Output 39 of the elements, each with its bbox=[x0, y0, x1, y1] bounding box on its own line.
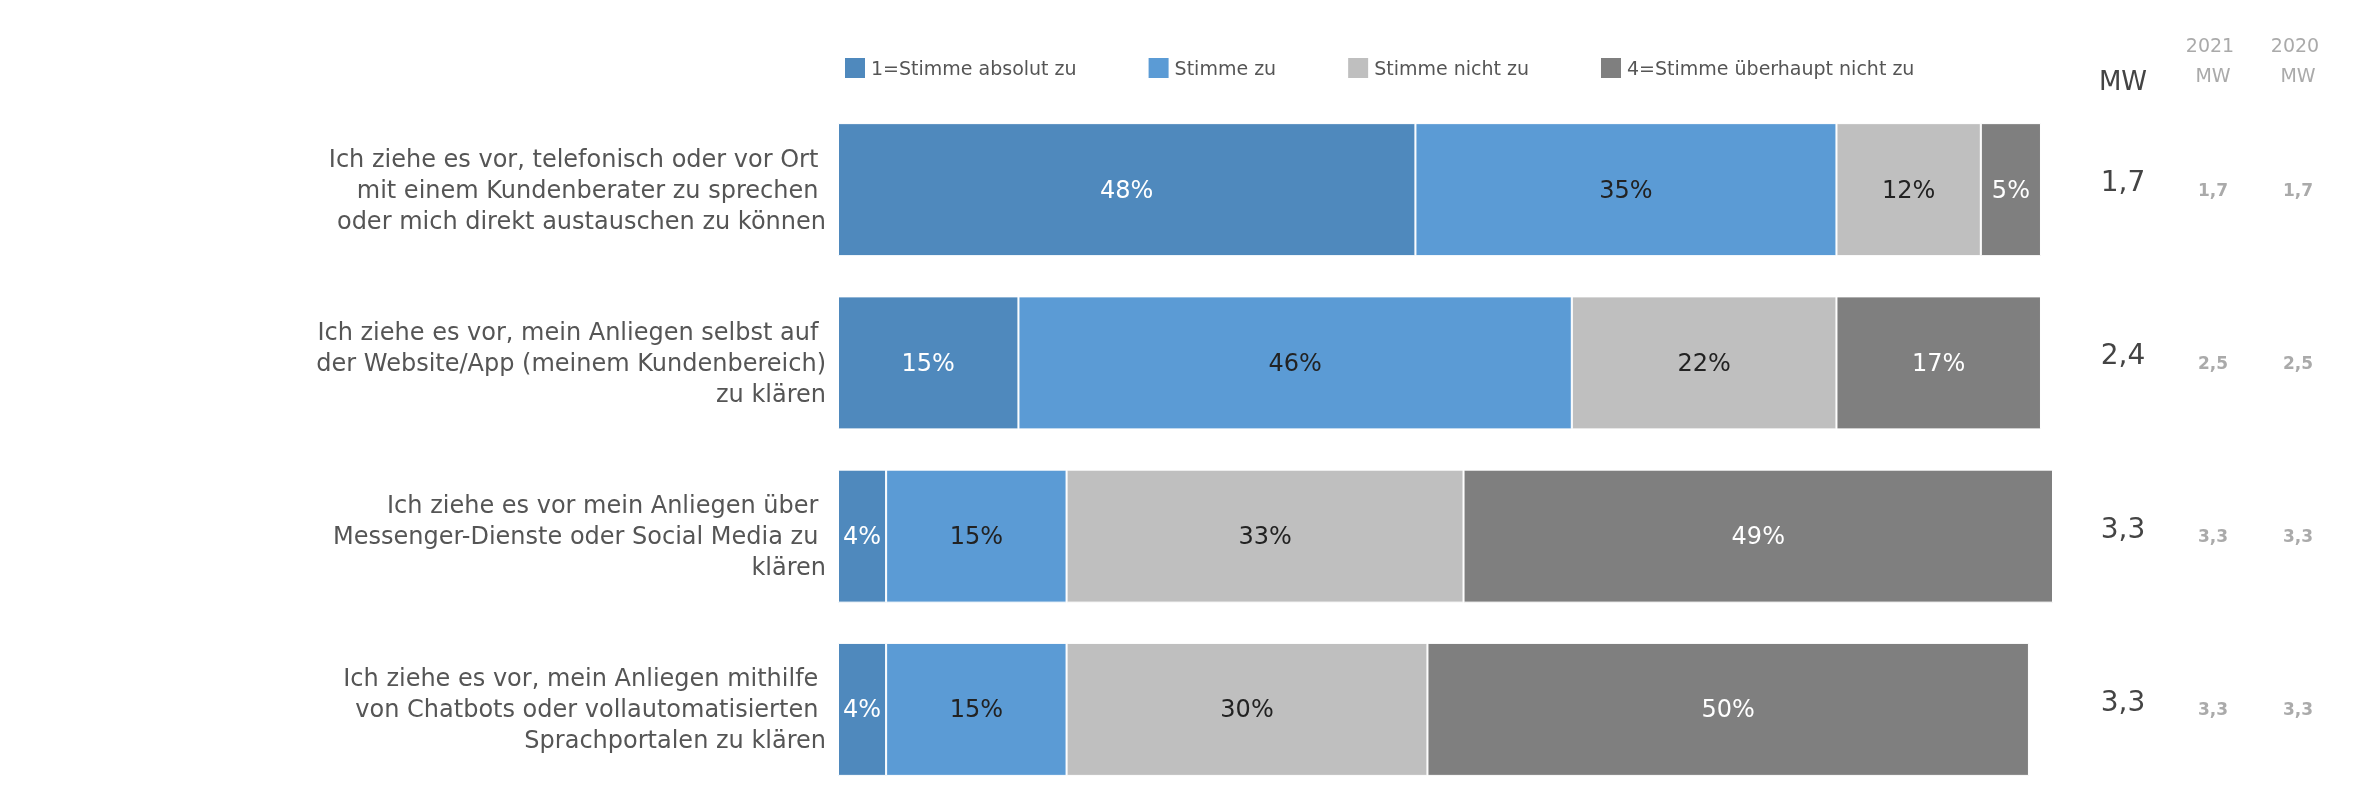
text: 1,7 bbox=[2197, 179, 2229, 200]
text: 3,3 bbox=[2197, 699, 2229, 720]
text: MW bbox=[2098, 66, 2148, 96]
data-label: 4% bbox=[843, 695, 882, 724]
text: 3,3 bbox=[2282, 526, 2314, 547]
data-label: 50% bbox=[1701, 695, 1755, 724]
data-label: 30% bbox=[1220, 695, 1274, 724]
text: 3,3 bbox=[2197, 526, 2229, 547]
text: 2,4 bbox=[2100, 338, 2146, 372]
data-label: 48% bbox=[1100, 175, 1154, 204]
data-label: 4% bbox=[843, 522, 882, 551]
data-label: 49% bbox=[1731, 522, 1785, 551]
data-label: 5% bbox=[1991, 175, 2030, 204]
data-label: 15% bbox=[949, 695, 1004, 724]
data-label: 33% bbox=[1238, 522, 1292, 551]
text: 1,7 bbox=[2100, 165, 2146, 199]
y-tick-label: Ich ziehe es vor mein Anliegen über Messenger-Dienste oder Social Media zu klären bbox=[333, 491, 826, 582]
data-label: 35% bbox=[1599, 175, 1653, 204]
legend-label: Stimme zu bbox=[1174, 57, 1277, 79]
text: 1,7 bbox=[2282, 179, 2314, 200]
text: 2,5 bbox=[2197, 352, 2229, 373]
legend-label: 4=Stimme überhaupt nicht zu bbox=[1626, 57, 1915, 79]
legend-label: Stimme nicht zu bbox=[1374, 57, 1529, 79]
y-tick-label: Ich ziehe es vor, mein Anliegen mithilfe von Chatbots oder vollautomatisierten Sprachportalen zu klären bbox=[343, 664, 826, 755]
text: 3,3 bbox=[2100, 511, 2146, 545]
data-label: 15% bbox=[949, 522, 1004, 551]
text: 3,3 bbox=[2282, 699, 2314, 720]
data-label: 12% bbox=[1881, 175, 1936, 204]
text: 2021 MW bbox=[2185, 34, 2241, 86]
data-label: 46% bbox=[1268, 348, 1322, 377]
y-tick-label: Ich ziehe es vor, mein Anliegen selbst auf der Website/App (meinem Kundenbereich) zu klären bbox=[316, 317, 826, 408]
data-label: 17% bbox=[1912, 348, 1966, 377]
legend-label: 1=Stimme absolut zu bbox=[871, 57, 1077, 79]
y-tick-label: Ich ziehe es vor, telefonisch oder vor Ort mit einem Kundenberater zu sprechen oder mich direkt austauschen zu können bbox=[328, 144, 826, 235]
data-label: 15% bbox=[901, 348, 955, 377]
text: 3,3 bbox=[2100, 684, 2146, 718]
data-label: 22% bbox=[1677, 348, 1731, 377]
text: 2020 MW bbox=[2270, 34, 2326, 86]
text: 2,5 bbox=[2282, 352, 2314, 373]
